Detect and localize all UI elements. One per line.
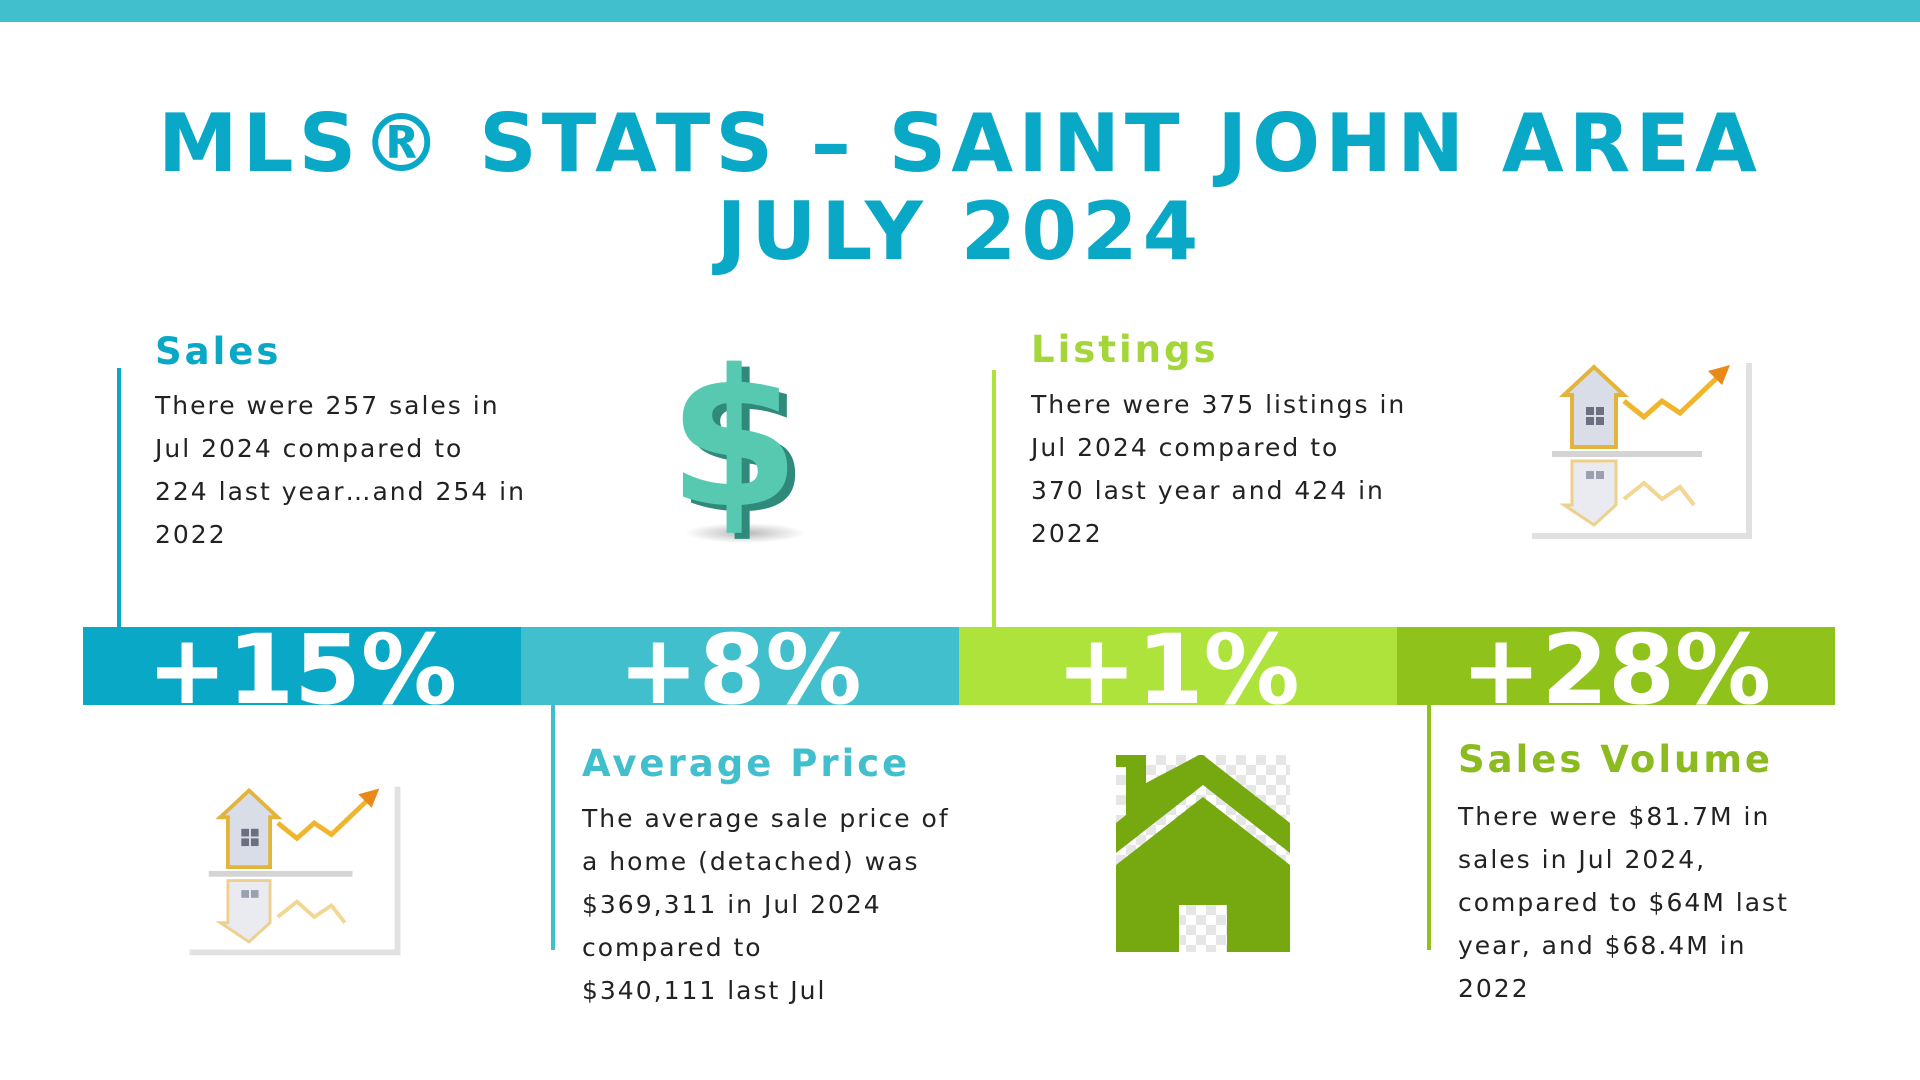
sales-text-line: Jul 2024 compared to [155,434,464,463]
average-price-change-segment: +8% [521,627,959,705]
dollar-sign-icon: $ $ [668,345,808,545]
sales-volume-change-value: +28% [1460,627,1772,705]
listings-text: There were 375 listings in Jul 2024 comp… [1031,383,1406,555]
listings-heading: Listings [1031,328,1219,371]
percent-change-bar: +15% +8% +1% +28% [83,627,1835,705]
average-price-heading: Average Price [582,742,911,785]
sales-text-line: 2022 [155,520,227,549]
listings-text-line: There were 375 listings in [1031,390,1407,419]
sales-connector-line [117,368,121,628]
svg-text:$: $ [676,345,808,545]
average-price-text: The average sale price of a home (detach… [582,797,950,1012]
listings-text-line: 2022 [1031,519,1103,548]
sales-volume-heading: Sales Volume [1458,738,1773,781]
sales-volume-text-line: 2022 [1458,974,1530,1003]
average-price-connector-line [551,705,555,950]
average-price-text-line: $369,311 in Jul 2024 [582,890,882,919]
listings-connector-line [992,370,996,628]
sales-change-segment: +15% [83,627,521,705]
average-price-text-line: a home (detached) was [582,847,920,876]
sales-volume-text: There were $81.7M in sales in Jul 2024, … [1458,795,1789,1010]
sales-volume-change-segment: +28% [1397,627,1835,705]
sales-volume-text-line: compared to $64M last [1458,888,1789,917]
sales-heading: Sales [155,330,282,373]
average-price-text-line: compared to [582,933,763,962]
average-price-text-line: $340,111 last Jul [582,976,827,1005]
house-growth-chart-icon [1526,357,1752,539]
page-title: MLS® STATS – SAINT JOHN AREA JULY 2024 [0,100,1920,276]
sales-change-value: +15% [146,627,458,705]
average-price-change-value: +8% [618,627,862,705]
sales-text-line: There were 257 sales in [155,391,500,420]
sales-volume-connector-line [1427,705,1431,950]
top-accent-strip [0,0,1920,22]
listings-text-line: 370 last year and 424 in [1031,476,1385,505]
title-line-1: MLS® STATS – SAINT JOHN AREA [158,97,1762,190]
title-line-2: JULY 2024 [716,185,1204,278]
sales-text-line: 224 last year…and 254 in [155,477,526,506]
house-growth-chart-icon [183,780,401,956]
sales-volume-text-line: There were $81.7M in [1458,802,1771,831]
sales-text: There were 257 sales in Jul 2024 compare… [155,384,526,556]
svg-text:$: $ [668,345,800,545]
listings-text-line: Jul 2024 compared to [1031,433,1340,462]
listings-change-value: +1% [1056,627,1300,705]
average-price-text-line: The average sale price of [582,804,950,833]
home-icon [1116,755,1290,952]
listings-change-segment: +1% [959,627,1397,705]
sales-volume-text-line: year, and $68.4M in [1458,931,1747,960]
sales-volume-text-line: sales in Jul 2024, [1458,845,1707,874]
